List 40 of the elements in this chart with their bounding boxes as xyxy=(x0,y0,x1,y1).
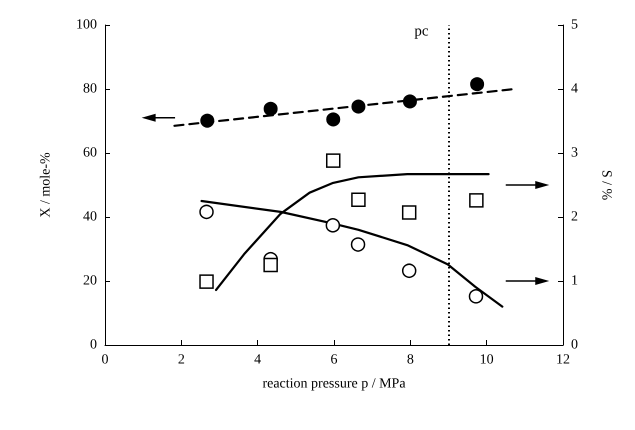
y-tick-label: 20 xyxy=(83,274,97,288)
point xyxy=(326,218,340,233)
point xyxy=(264,102,278,116)
x-tick-label: 0 xyxy=(102,352,108,368)
y-tick-label: 40 xyxy=(83,210,97,224)
point xyxy=(200,114,214,128)
y2-tick-label: 4 xyxy=(571,82,578,96)
y2-tick-label: 5 xyxy=(571,18,578,32)
y2-tick-label: 0 xyxy=(571,338,578,352)
point xyxy=(326,153,340,168)
x-tick-label: 6 xyxy=(330,352,338,368)
y-tick-label: 60 xyxy=(83,146,97,160)
point xyxy=(351,100,366,114)
y-tick-label: 80 xyxy=(83,82,97,96)
point xyxy=(263,258,278,272)
x-tick-label: 12 xyxy=(556,352,570,368)
point xyxy=(402,94,417,108)
point xyxy=(468,289,484,304)
x-axis-title: reaction pressure p / MPa xyxy=(262,376,406,392)
y-axis-title: X / mole-% xyxy=(38,152,54,218)
point xyxy=(351,192,366,207)
x-tick-label: 10 xyxy=(480,352,494,368)
point xyxy=(469,193,484,208)
y-tick-label: 0 xyxy=(90,338,97,352)
y2-tick-label: 3 xyxy=(571,146,578,160)
x-tick-label: 8 xyxy=(406,352,414,368)
point xyxy=(326,112,340,126)
x-tick-label: 2 xyxy=(178,352,185,368)
point xyxy=(402,264,416,278)
ref-line-label: pc xyxy=(414,24,429,40)
point xyxy=(199,274,214,289)
point xyxy=(470,77,484,92)
y2-axis-title: S / % xyxy=(598,170,614,201)
y2-tick-label: 1 xyxy=(571,274,578,288)
point xyxy=(199,204,214,220)
y-tick-label: 100 xyxy=(76,18,97,32)
point xyxy=(350,237,366,252)
x-tick-label: 4 xyxy=(254,352,262,368)
point xyxy=(402,205,416,220)
y2-tick-label: 2 xyxy=(571,210,578,224)
